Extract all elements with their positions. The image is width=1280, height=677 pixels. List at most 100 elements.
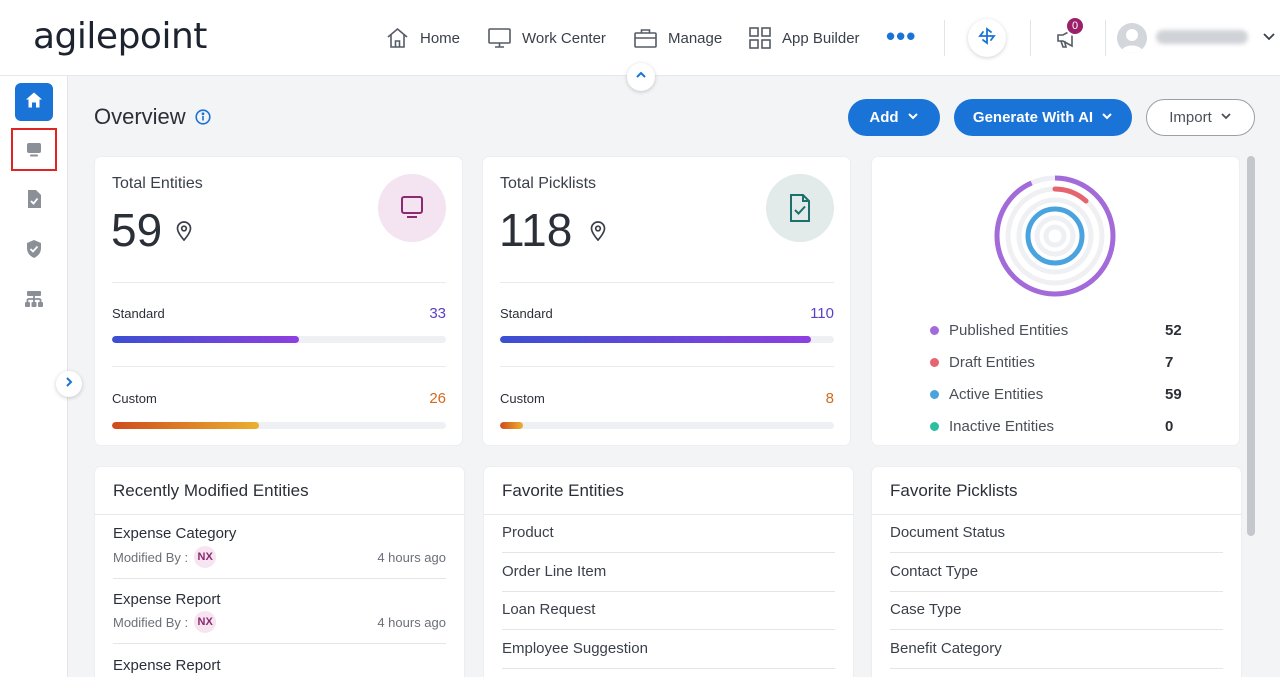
divider xyxy=(500,282,834,283)
picklist-icon xyxy=(25,189,43,214)
briefcase-icon xyxy=(633,26,658,50)
standard-progress-bar xyxy=(112,336,446,343)
user-avatar[interactable] xyxy=(1117,23,1147,53)
total-entities-value: 59 xyxy=(111,204,163,256)
legend-active: Active Entities 59 xyxy=(930,384,1185,404)
chevron-down-icon xyxy=(1220,109,1232,126)
picklist-stat-icon xyxy=(766,174,834,242)
agilepoint-logo[interactable]: agilepoint xyxy=(33,16,207,57)
divider xyxy=(112,366,446,367)
collapse-header-button[interactable] xyxy=(627,63,655,91)
hierarchy-icon xyxy=(24,290,44,313)
page-scrollbar[interactable] xyxy=(1247,156,1255,536)
modified-by: Modified By : NX xyxy=(113,611,217,633)
total-picklists-value: 118 xyxy=(499,204,573,256)
recently-modified-card: Recently Modified Entities Expense Categ… xyxy=(95,467,464,677)
sidebar-item-security[interactable] xyxy=(15,232,53,270)
total-entities-card: Total Entities 59 Standard 33 Custom 26 xyxy=(95,157,462,445)
nav-app-builder[interactable]: App Builder xyxy=(748,22,860,54)
favorite-picklist-item[interactable]: Document Status xyxy=(890,524,1006,541)
location-pin-icon[interactable] xyxy=(175,220,193,247)
generate-with-ai-label: Generate With AI xyxy=(972,109,1094,126)
ai-assistant-button[interactable] xyxy=(968,19,1006,57)
shield-icon xyxy=(25,239,43,264)
divider xyxy=(502,552,835,553)
add-button[interactable]: Add xyxy=(848,99,940,136)
favorite-entity-item[interactable]: Employee Suggestion xyxy=(502,640,648,657)
legend-value: 59 xyxy=(1165,385,1182,403)
ai-pinwheel-icon xyxy=(977,26,997,51)
chevron-right-icon xyxy=(63,375,75,393)
import-button-label: Import xyxy=(1169,109,1212,126)
divider xyxy=(890,668,1223,669)
nav-manage[interactable]: Manage xyxy=(633,22,722,54)
standard-label: Standard xyxy=(500,306,553,321)
custom-value: 8 xyxy=(825,390,834,407)
standard-label: Standard xyxy=(112,306,165,321)
modified-time: 4 hours ago xyxy=(377,550,446,565)
announcement-button[interactable] xyxy=(1055,26,1081,55)
more-menu-button[interactable]: ••• xyxy=(886,21,917,51)
divider xyxy=(500,366,834,367)
custom-label: Custom xyxy=(500,391,545,406)
divider xyxy=(890,552,1223,553)
sidebar-item-entities[interactable] xyxy=(15,132,53,170)
favorite-picklist-item[interactable]: Benefit Category xyxy=(890,640,1002,657)
location-pin-icon[interactable] xyxy=(589,220,607,247)
recent-entity-name[interactable]: Expense Report xyxy=(113,657,221,674)
nav-app-builder-label: App Builder xyxy=(782,29,860,47)
draft-dot-icon xyxy=(930,357,939,367)
divider xyxy=(502,629,835,630)
legend-label: Active Entities xyxy=(949,385,1044,403)
sidebar-item-hierarchy[interactable] xyxy=(15,282,53,320)
favorite-entity-item[interactable]: Order Line Item xyxy=(502,563,607,580)
modified-time: 4 hours ago xyxy=(377,615,446,630)
legend-value: 7 xyxy=(1165,353,1174,371)
custom-progress-bar xyxy=(112,422,446,429)
standard-progress-fill xyxy=(112,336,300,343)
divider xyxy=(484,514,853,515)
nav-home-label: Home xyxy=(420,29,461,47)
favorite-entity-item[interactable]: Product xyxy=(502,524,554,541)
divider xyxy=(112,282,446,283)
recent-entity-name[interactable]: Expense Category xyxy=(113,525,237,542)
import-button[interactable]: Import xyxy=(1146,99,1255,136)
divider xyxy=(502,591,835,592)
nav-home[interactable]: Home xyxy=(385,22,460,54)
user-initials-avatar: NX xyxy=(194,546,217,568)
divider xyxy=(944,20,945,56)
sidebar-item-home[interactable] xyxy=(15,83,53,121)
user-name-blurred[interactable] xyxy=(1156,30,1248,44)
legend-value: 0 xyxy=(1165,417,1174,435)
divider xyxy=(890,629,1223,630)
nav-manage-label: Manage xyxy=(668,29,723,47)
entity-status-card xyxy=(872,157,1239,445)
expand-sidebar-button[interactable] xyxy=(56,371,82,397)
grid-icon xyxy=(748,26,772,50)
generate-with-ai-button[interactable]: Generate With AI xyxy=(954,99,1132,136)
home-icon xyxy=(25,91,43,114)
sidebar-item-picklists[interactable] xyxy=(15,182,53,220)
favorite-picklist-item[interactable]: Contact Type xyxy=(890,563,979,580)
legend-label: Draft Entities xyxy=(949,353,1035,371)
divider xyxy=(890,591,1223,592)
modified-by-label: Modified By : xyxy=(113,549,189,565)
info-icon[interactable] xyxy=(195,109,211,130)
divider xyxy=(113,643,446,644)
divider xyxy=(502,668,835,669)
recent-entity-name[interactable]: Expense Report xyxy=(113,591,221,608)
notification-count-badge: 0 xyxy=(1065,16,1085,36)
legend-label: Inactive Entities xyxy=(949,417,1055,435)
favorite-picklist-item[interactable]: Case Type xyxy=(890,601,962,618)
favorite-picklists-card: Favorite Picklists Document Status Conta… xyxy=(872,467,1241,677)
chevron-down-icon xyxy=(907,109,919,126)
favorite-entities-card: Favorite Entities Product Order Line Ite… xyxy=(484,467,853,677)
nav-work-center-label: Work Center xyxy=(522,29,606,47)
nav-work-center[interactable]: Work Center xyxy=(487,22,606,54)
favorite-entity-item[interactable]: Loan Request xyxy=(502,601,596,618)
standard-value: 33 xyxy=(429,305,446,322)
modified-by-label: Modified By : xyxy=(113,614,189,630)
chevron-down-icon[interactable] xyxy=(1262,30,1276,49)
modified-by: Modified By : NX xyxy=(113,546,217,568)
standard-progress-bar xyxy=(500,336,834,343)
